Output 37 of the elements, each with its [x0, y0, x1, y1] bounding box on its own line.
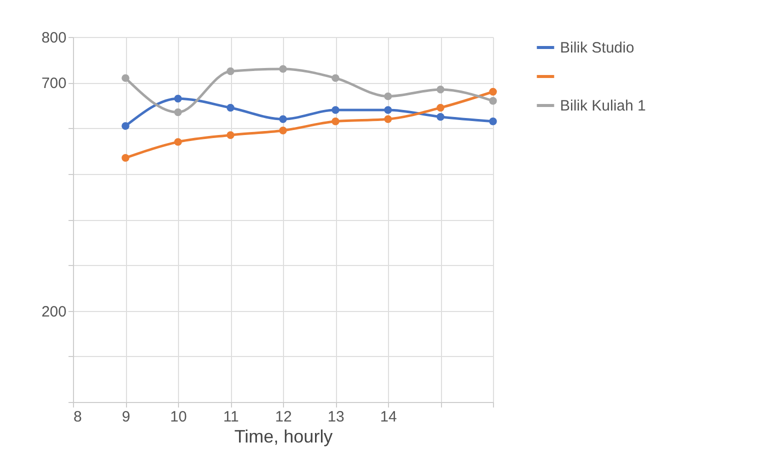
x-tick-label: 11 [223, 408, 239, 426]
y-tick-label: 800 [41, 30, 66, 46]
x-tick-label: 13 [328, 408, 344, 426]
point [332, 74, 340, 82]
x-tick-label: 14 [380, 408, 397, 426]
point [436, 86, 444, 94]
point [332, 118, 340, 126]
point [384, 115, 392, 123]
x-tick-label: 9 [122, 408, 130, 426]
point [489, 97, 497, 105]
y-tick-label: 700 [41, 75, 66, 92]
point [489, 118, 497, 126]
point [226, 67, 234, 76]
legend-label: Bilik Studio [560, 40, 634, 56]
point [279, 65, 287, 73]
point [436, 104, 444, 112]
point [122, 122, 130, 130]
point [226, 104, 234, 112]
point [174, 138, 182, 146]
y-tick-label: 200 [41, 303, 66, 320]
point [279, 126, 287, 134]
point [122, 74, 130, 82]
point [332, 106, 340, 114]
legend-label: Bilik Kuliah 1 [560, 98, 646, 114]
point [384, 106, 392, 114]
x-axis-title: Time, hourly [234, 426, 333, 446]
x-tick-label: 8 [74, 408, 82, 426]
x-tick-label: 10 [170, 408, 187, 426]
x-tick-label: 12 [275, 408, 292, 426]
point [174, 108, 182, 116]
point [436, 112, 444, 121]
point [489, 88, 497, 96]
point [226, 131, 234, 139]
point [122, 154, 130, 162]
point [384, 92, 392, 100]
point [279, 115, 287, 123]
point [174, 94, 182, 102]
